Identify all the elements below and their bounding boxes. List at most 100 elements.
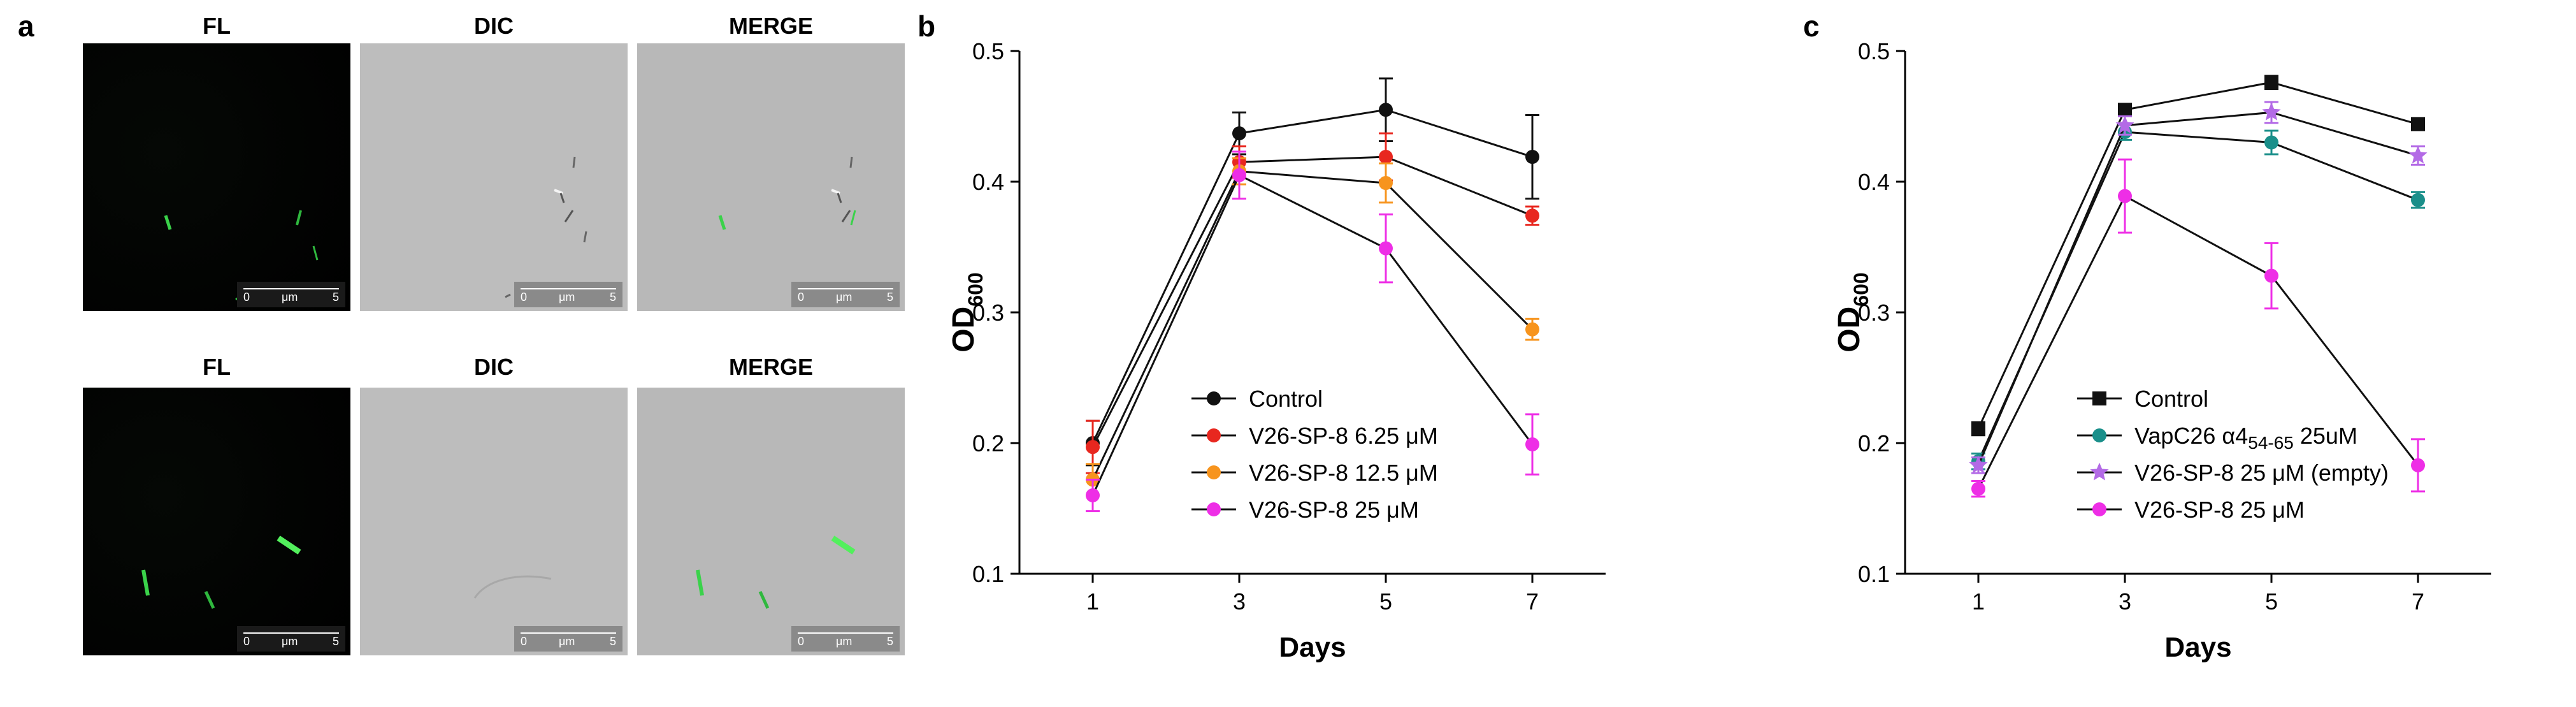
legend-label-text: Control [1249, 386, 1323, 412]
data-point [2411, 193, 2425, 207]
y-tick-label: 0.5 [1858, 38, 1890, 64]
merge-title-top: MERGE [728, 13, 813, 39]
dic-image-bottom: 0 μm 5 [360, 388, 628, 655]
x-tick-label: 5 [1379, 588, 1392, 615]
y-tick-label: 0.2 [972, 430, 1004, 456]
series-4 [1971, 158, 2425, 498]
legend-marker [1207, 391, 1221, 405]
data-point [1379, 103, 1393, 117]
scale-bar-dic-top: 0 μm 5 [514, 282, 622, 307]
data-point [1086, 488, 1100, 502]
legend-marker [2090, 462, 2109, 481]
legend-label-text: V26-SP-8 6.25 μM [1249, 423, 1438, 449]
series-line [1091, 170, 1534, 481]
series-line [1977, 131, 2419, 462]
legend-label: V26-SP-8 6.25 μM [1249, 423, 1438, 449]
legend-marker [1207, 465, 1221, 479]
series-3 [1969, 101, 2428, 474]
legend-label: VapC26 α454-65 25uM [2134, 423, 2357, 453]
scale-bar-merge-bottom: 0 μm 5 [791, 626, 900, 652]
scale-bar-fl-bottom: 0 μm 5 [237, 626, 345, 652]
y-axis-label: OD600 [947, 272, 987, 352]
y-tick-label: 0.3 [1858, 300, 1890, 326]
legend-marker [2092, 502, 2106, 516]
y-axis-label: OD600 [1832, 272, 1873, 352]
chart-b-svg: 0.1 0.2 0.3 0.4 0.5 1 3 5 7 Days OD600 Control V26-S… [947, 38, 1606, 663]
data-point [1525, 150, 1539, 164]
chart-c: 0.1 0.2 0.3 0.4 0.5 1 3 5 7 Days OD600 Control VapC2… [1822, 38, 2574, 701]
series-line [1977, 194, 2419, 490]
x-tick-label: 1 [1972, 588, 1985, 615]
dic-image-top: 0 μm 5 [360, 43, 628, 311]
y-axis-label-subscript: 600 [964, 272, 987, 306]
fl-title-bottom: FL [203, 354, 231, 380]
legend-label-suffix: 25uM [2294, 423, 2357, 449]
x-tick-label: 1 [1086, 588, 1099, 615]
data-point [2264, 135, 2278, 150]
data-point [1969, 455, 1988, 474]
legend-label-text: V26-SP-8 12.5 μM [1249, 460, 1438, 486]
legend-marker [1207, 502, 1221, 516]
data-point [2411, 458, 2425, 472]
x-tick-label: 7 [2412, 588, 2424, 615]
data-point [2115, 115, 2134, 134]
legend-marker [2092, 391, 2106, 405]
data-point [2118, 103, 2132, 117]
data-point [1232, 126, 1246, 141]
data-point [2411, 117, 2425, 131]
merge-image-bottom: 0 μm 5 [637, 388, 905, 655]
series-line [1091, 173, 1534, 496]
data-point [2118, 189, 2132, 203]
y-axis-label-text: OD [1832, 307, 1866, 353]
merge-image-top: 0 μm 5 [637, 43, 905, 311]
legend-label: V26-SP-8 25 μM (empty) [2134, 460, 2389, 486]
scale-bar-dic-bottom: 0 μm 5 [514, 626, 622, 652]
y-tick-label: 0.4 [972, 169, 1004, 195]
x-tick-label: 3 [1233, 588, 1246, 615]
fl-title-top: FL [203, 13, 231, 39]
x-tick-label: 3 [2119, 588, 2131, 615]
data-point [1971, 421, 1985, 436]
series-1 [1971, 75, 2425, 437]
data-point [2264, 75, 2278, 90]
panel-b-letter: b [917, 10, 936, 43]
x-tick-label: 5 [2265, 588, 2278, 615]
legend-label: Control [1249, 386, 1323, 412]
legend-label-text: Control [2134, 386, 2208, 412]
legend-marker [1207, 428, 1221, 442]
legend-label: V26-SP-8 25 μM [2134, 497, 2305, 523]
y-tick-label: 0.1 [972, 561, 1004, 587]
legend-label: V26-SP-8 25 μM [1249, 497, 1419, 523]
scale-bar-fl-top: 0 μm 5 [237, 282, 345, 307]
y-tick-label: 0.3 [972, 300, 1004, 326]
chart-b: 0.1 0.2 0.3 0.4 0.5 1 3 5 7 Days OD600 Control V26-S… [937, 38, 1688, 701]
scale-bar-merge-top: 0 μm 5 [791, 282, 900, 307]
merge-title-bottom: MERGE [728, 354, 813, 380]
legend-label-text: V26-SP-8 25 μM [2134, 497, 2305, 523]
data-point [1525, 437, 1539, 452]
data-point [1525, 322, 1539, 337]
legend-label-text: VapC26 α4 [2134, 423, 2248, 449]
legend-label: V26-SP-8 12.5 μM [1249, 460, 1438, 486]
legend-label-subscript: 54-65 [2248, 433, 2294, 453]
data-point [2408, 145, 2428, 164]
x-axis-label: Days [1279, 632, 1346, 663]
chart-c-svg: 0.1 0.2 0.3 0.4 0.5 1 3 5 7 Days OD600 Control VapC2… [1832, 38, 2491, 663]
y-tick-label: 0.5 [972, 38, 1004, 64]
data-point [1379, 176, 1393, 191]
x-axis-label: Days [2164, 632, 2231, 663]
series-4 [1086, 150, 1539, 513]
data-point [1379, 241, 1393, 256]
dic-title-bottom: DIC [474, 354, 514, 380]
fl-image-bottom: 0 μm 5 [83, 388, 350, 655]
legend-marker [2092, 428, 2106, 442]
legend-label-text: V26-SP-8 25 μM [1249, 497, 1419, 523]
data-point [1971, 481, 1985, 496]
panel-a-letter: a [18, 10, 34, 43]
y-axis-label-subscript: 600 [1850, 272, 1873, 306]
y-tick-label: 0.2 [1858, 430, 1890, 456]
y-tick-label: 0.4 [1858, 169, 1890, 195]
x-tick-label: 7 [1526, 588, 1539, 615]
data-point [2262, 103, 2281, 120]
series-line [1091, 156, 1533, 448]
